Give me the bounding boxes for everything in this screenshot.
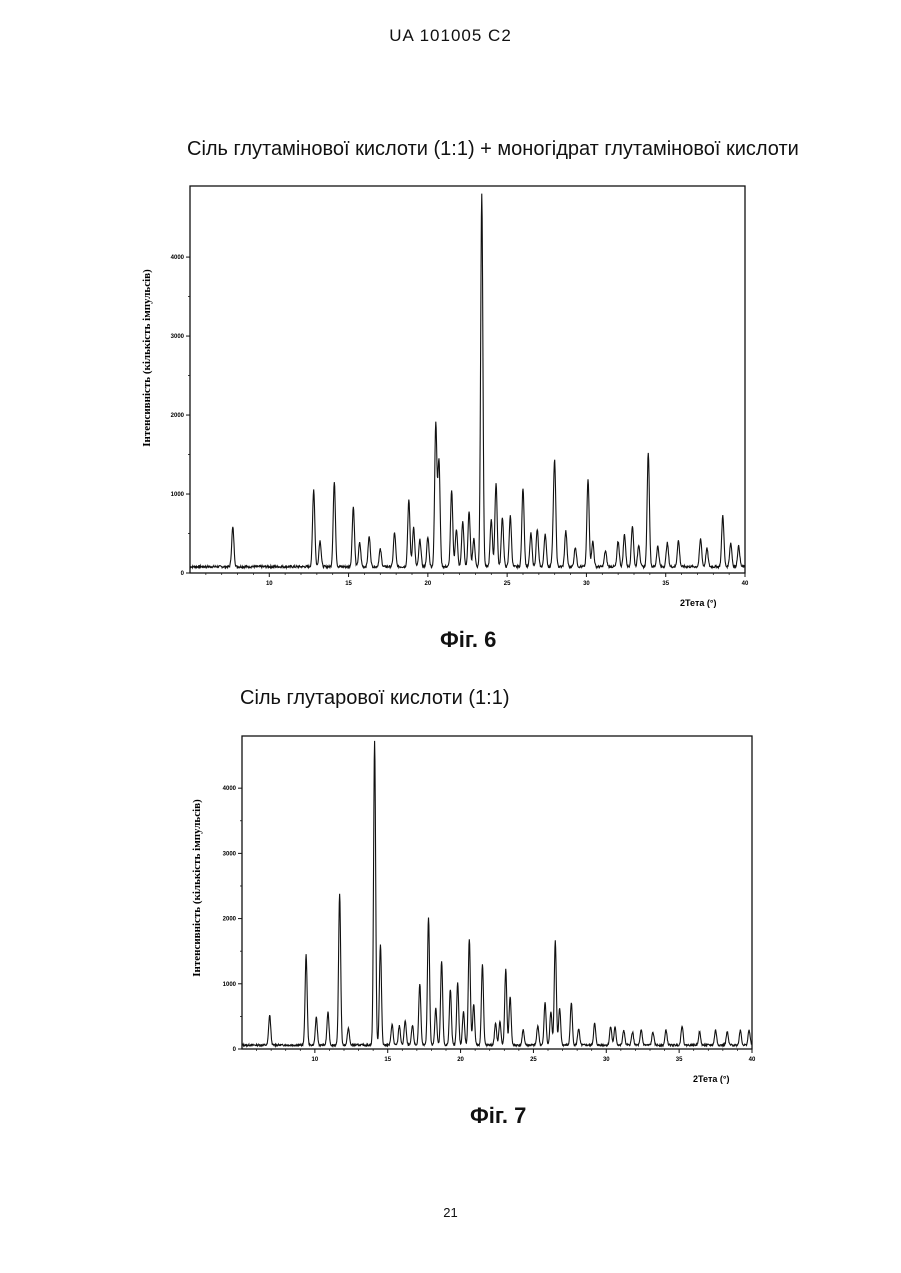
x-tick-label: 25 [504,581,511,587]
y-tick-label: 0 [181,571,185,577]
plot-frame [190,186,745,573]
y-tick-label: 3000 [171,334,185,340]
x-tick-label: 35 [662,581,669,587]
x-tick-label: 15 [345,581,352,587]
y-axis-label: Інтенсивність (кількість імпульсів) [141,269,153,447]
x-axis-label: 2Тета (°) [680,598,716,608]
x-tick-label: 30 [583,581,590,587]
x-tick-label: 40 [742,581,749,587]
figure-caption-fig6: Фіг. 6 [440,627,496,653]
y-tick-label: 2000 [171,413,185,419]
y-tick-label: 4000 [171,255,185,261]
page-number: 21 [0,1205,901,1220]
x-tick-label: 10 [266,581,273,587]
figure-caption-fig7: Фіг. 7 [470,1103,526,1129]
x-tick-label: 20 [425,581,432,587]
y-tick-label: 1000 [171,492,185,498]
chart-title-fig7: Сіль глутарової кислоти (1:1) [240,687,510,710]
diffraction-trace [190,194,745,568]
